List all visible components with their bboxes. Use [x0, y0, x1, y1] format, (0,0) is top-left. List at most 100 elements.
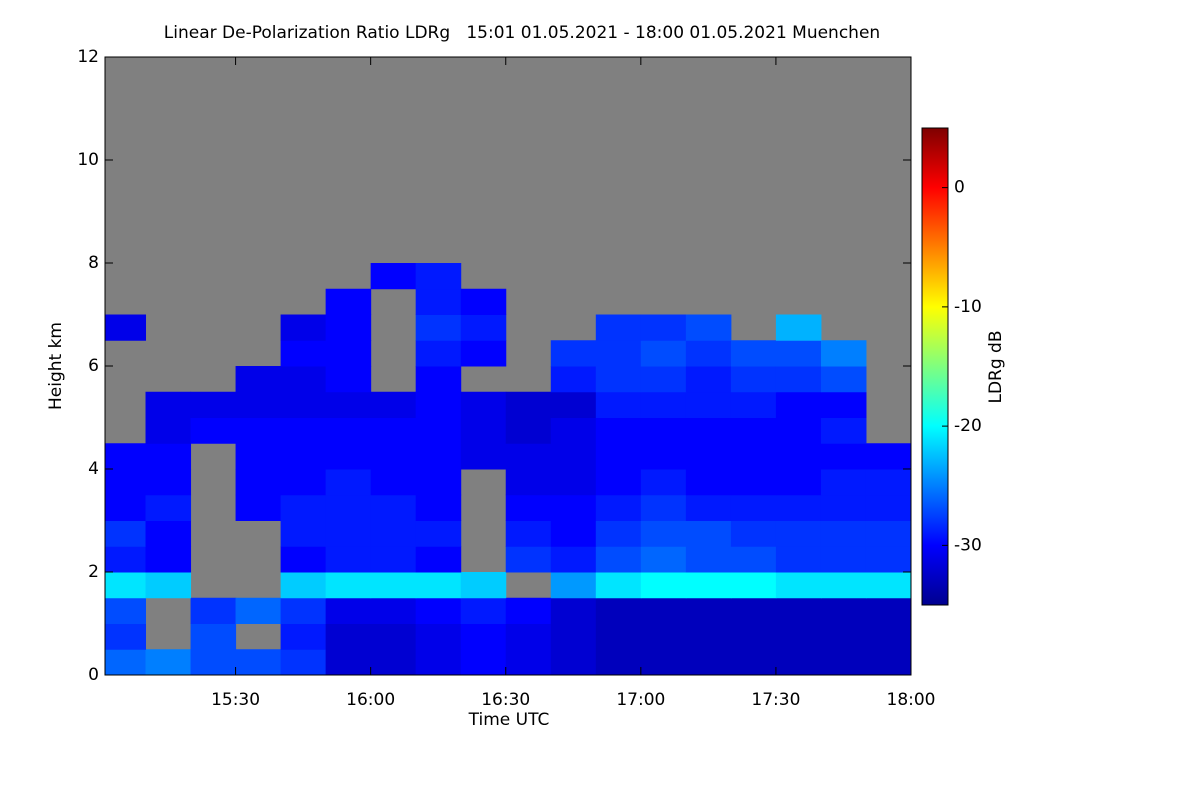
heatmap-cell [775, 546, 822, 573]
heatmap-cell [145, 572, 192, 599]
heatmap-cell [505, 623, 552, 650]
heatmap-cell [145, 469, 192, 496]
heatmap-cell [460, 597, 507, 624]
heatmap-cell [325, 649, 372, 675]
heatmap-cell [865, 494, 911, 521]
heatmap-cell [415, 391, 462, 418]
heatmap-cell [595, 366, 642, 393]
heatmap-cell [325, 288, 372, 315]
heatmap-cell [415, 494, 462, 521]
heatmap-cell [550, 623, 597, 650]
heatmap-cell [640, 520, 687, 547]
heatmap-cell [685, 391, 732, 418]
heatmap-cell [640, 469, 687, 496]
heatmap-cell [460, 649, 507, 675]
heatmap-cell [730, 649, 777, 675]
colorbar-tick-label: -30 [954, 535, 982, 555]
heatmap-cell [460, 391, 507, 418]
heatmap-cell [280, 314, 327, 341]
heatmap-cell [415, 572, 462, 599]
heatmap-cell [415, 469, 462, 496]
colorbar [921, 127, 949, 606]
y-tick-label: 8 [88, 253, 99, 273]
heatmap-cell [820, 649, 867, 675]
heatmap-cell [775, 469, 822, 496]
heatmap-cell [640, 366, 687, 393]
y-tick-label: 12 [77, 47, 99, 67]
heatmap-cell [505, 597, 552, 624]
y-tick-label: 4 [88, 459, 99, 479]
heatmap-cell [550, 417, 597, 444]
heatmap-cell [730, 443, 777, 470]
heatmap-cell [280, 649, 327, 675]
heatmap-cell [820, 572, 867, 599]
heatmap-cell [415, 366, 462, 393]
heatmap-cell [595, 443, 642, 470]
heatmap-cell [595, 314, 642, 341]
heatmap-cell [505, 417, 552, 444]
heatmap-cell [105, 314, 147, 341]
heatmap-cell [370, 546, 417, 573]
heatmap-cell [235, 366, 282, 393]
heatmap-cell [145, 649, 192, 675]
heatmap-cell [370, 494, 417, 521]
heatmap-cell [235, 494, 282, 521]
heatmap-cell [105, 443, 147, 470]
heatmap-cell [685, 443, 732, 470]
heatmap-cell [190, 597, 237, 624]
heatmap-cell [235, 597, 282, 624]
heatmap-cell [820, 597, 867, 624]
heatmap-cell [730, 546, 777, 573]
heatmap-cell [820, 366, 867, 393]
colorbar-label: LDRg dB [986, 330, 1006, 403]
heatmap-cell [640, 649, 687, 675]
heatmap-cell [595, 572, 642, 599]
heatmap-cell [415, 288, 462, 315]
heatmap-cell [460, 417, 507, 444]
heatmap-cell [865, 469, 911, 496]
x-tick-label: 15:30 [211, 690, 260, 710]
heatmap-cell [775, 649, 822, 675]
heatmap-cell [595, 649, 642, 675]
heatmap-cell [550, 649, 597, 675]
colorbar-tick-label: -20 [954, 416, 982, 436]
heatmap-cell [685, 546, 732, 573]
heatmap-cell [145, 520, 192, 547]
heatmap-cell [235, 391, 282, 418]
heatmap-cell [685, 417, 732, 444]
heatmap-cell [280, 340, 327, 367]
heatmap-cell [865, 623, 911, 650]
heatmap-cell [190, 623, 237, 650]
x-tick-label: 16:00 [346, 690, 395, 710]
heatmap-cell [775, 572, 822, 599]
heatmap-cell [460, 288, 507, 315]
heatmap-cell [730, 520, 777, 547]
heatmap-cell [105, 597, 147, 624]
y-tick-label: 10 [77, 150, 99, 170]
heatmap-cell [550, 391, 597, 418]
heatmap-cell [820, 623, 867, 650]
heatmap-cell [820, 443, 867, 470]
heatmap-cell [370, 263, 417, 290]
axes: 15:30 16:00 16:30 17:00 17:30 18:00 0 2 4 6 8 10 12 -… [77, 47, 981, 710]
heatmap-cell [595, 417, 642, 444]
heatmap-cell [820, 391, 867, 418]
heatmap-cell [370, 572, 417, 599]
colorbar-tick-label: -10 [954, 297, 982, 317]
heatmap-cell [325, 597, 372, 624]
heatmap-cell [460, 443, 507, 470]
heatmap-cell [235, 649, 282, 675]
heatmap-cell [105, 494, 147, 521]
heatmap-cell [280, 572, 327, 599]
x-tick-label: 17:00 [616, 690, 665, 710]
heatmap-cell [235, 469, 282, 496]
heatmap-cell [325, 443, 372, 470]
heatmap-cell [595, 340, 642, 367]
heatmap-cell [820, 520, 867, 547]
heatmap-cell [325, 417, 372, 444]
heatmap-cell [505, 469, 552, 496]
heatmap-cell [280, 391, 327, 418]
heatmap-cell [105, 572, 147, 599]
heatmap-cell [550, 572, 597, 599]
heatmap-cell [505, 443, 552, 470]
